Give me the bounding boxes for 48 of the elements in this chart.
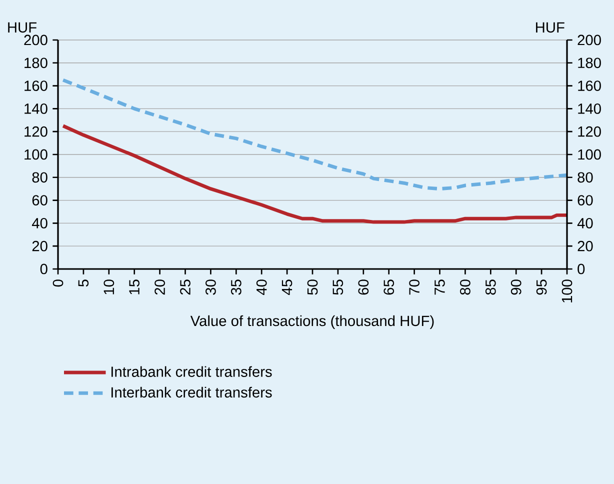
- x-tick-label: 95: [536, 280, 547, 295]
- x-tick-label: 75: [434, 280, 445, 295]
- y2-axis-title: HUF: [536, 22, 564, 33]
- x-axis-title: Value of transactions (thousand HUF): [190, 315, 434, 329]
- x-tick-label: 80: [460, 280, 470, 295]
- x-tick-label: 65: [384, 280, 394, 295]
- y2-tick-label: 20: [578, 240, 593, 252]
- y2-tick-label: 140: [578, 104, 601, 114]
- y-tick-label: 0: [40, 264, 48, 274]
- x-tick-label: 60: [358, 280, 369, 295]
- y-tick-label: 60: [32, 195, 48, 206]
- x-tick-label: 70: [409, 280, 420, 295]
- y-tick-label: 180: [24, 58, 48, 68]
- x-tick-label: 10: [104, 280, 114, 294]
- x-tick-label: 50: [307, 280, 318, 295]
- y2-tick-label: 80: [578, 172, 593, 183]
- x-tick-label: 30: [206, 280, 216, 295]
- y-tick-label: 120: [24, 126, 48, 137]
- x-tick-label: 5: [78, 280, 89, 287]
- x-tick-label: 100: [562, 280, 572, 302]
- x-tick-label: 0: [52, 280, 64, 287]
- y-tick-label: 40: [32, 218, 48, 228]
- y2-tick-label: 120: [578, 126, 601, 137]
- y-tick-label: 20: [32, 240, 48, 252]
- x-tick-label: 20: [154, 280, 165, 295]
- y2-tick-label: 160: [578, 80, 601, 91]
- x-tick-label: 35: [230, 280, 242, 295]
- legend-label: Interbank credit transfers: [111, 386, 272, 398]
- y2-tick-label: 0: [578, 264, 585, 274]
- y-tick-label: 100: [24, 149, 48, 160]
- y-tick-label: 80: [32, 172, 48, 183]
- x-tick-label: 45: [282, 280, 292, 296]
- x-tick-label: 55: [332, 280, 344, 295]
- y2-tick-label: 60: [578, 195, 593, 206]
- x-tick-label: 40: [256, 280, 267, 296]
- x-tick-label: 90: [510, 280, 522, 295]
- y2-tick-label: 200: [578, 34, 601, 46]
- y-tick-label: 200: [24, 34, 48, 46]
- y2-tick-label: 40: [577, 218, 593, 228]
- y-tick-label: 160: [24, 80, 48, 91]
- legend-label: Intrabank credit transfers: [111, 366, 272, 377]
- y-axis-title: HUF: [8, 22, 36, 33]
- y2-tick-label: 180: [578, 58, 601, 68]
- x-tick-label: 85: [485, 280, 496, 295]
- x-tick-label: 25: [180, 280, 190, 295]
- y2-tick-label: 100: [578, 149, 601, 160]
- x-tick-label: 15: [129, 280, 140, 294]
- y-tick-label: 140: [24, 104, 48, 114]
